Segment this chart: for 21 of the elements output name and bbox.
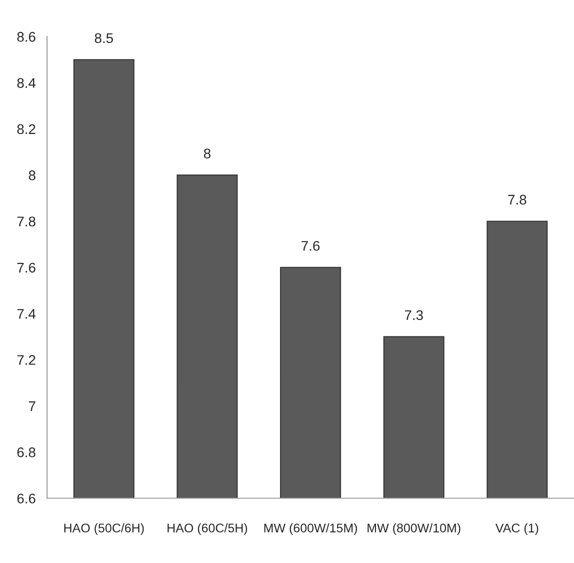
- y-tick-label: 8.2: [17, 124, 36, 134]
- data-label: 7.6: [302, 240, 320, 251]
- y-tick-label: 7: [28, 401, 36, 411]
- y-tick-label: 8.4: [17, 78, 36, 88]
- y-tick-label: 7.8: [17, 216, 36, 226]
- y-tick-label: 8.6: [17, 32, 36, 42]
- y-tick-label: 7.4: [17, 309, 36, 319]
- data-label: 8.5: [94, 33, 113, 44]
- x-tick-label: MW (600W/15M): [264, 523, 357, 535]
- data-label: 7.8: [508, 194, 526, 205]
- x-tick-label: VAC (1): [495, 523, 538, 535]
- x-tick-label: MW (800W/10M): [368, 523, 460, 535]
- y-tick-label: 7.6: [17, 262, 36, 273]
- y-tick-label: 6.8: [17, 447, 36, 458]
- y-tick-label: 6.6: [17, 494, 36, 504]
- data-label: 8: [204, 148, 210, 158]
- x-tick-label: HAO (50C/6H): [64, 523, 144, 535]
- data-label: 7.3: [404, 310, 423, 320]
- x-tick-label: HAO (60C/5H): [168, 523, 248, 535]
- y-tick-label: 7.2: [17, 355, 36, 365]
- y-tick-label: 8: [28, 170, 36, 180]
